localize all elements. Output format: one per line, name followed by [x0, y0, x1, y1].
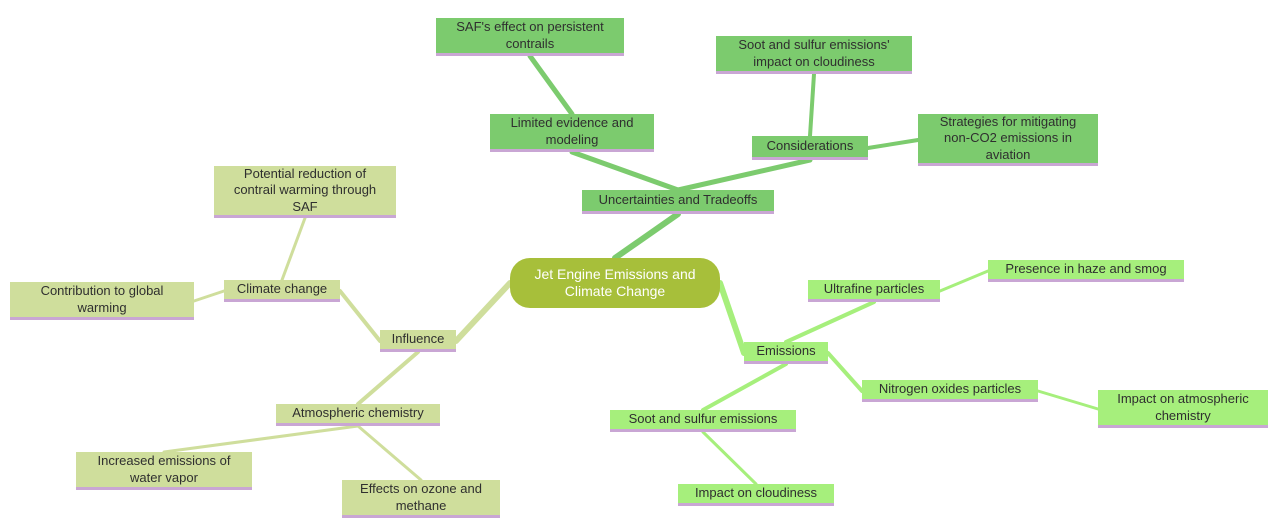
node-emissions[interactable]: Emissions	[744, 342, 828, 364]
node-uncertain[interactable]: Uncertainties and Tradeoffs	[582, 190, 774, 214]
edge-root-emissions	[720, 283, 744, 353]
edge-considerations-soot_cloudiness_unc	[810, 74, 814, 136]
node-haze[interactable]: Presence in haze and smog	[988, 260, 1184, 282]
node-strategies[interactable]: Strategies for mitigating non-CO2 emissi…	[918, 114, 1098, 166]
edge-limited-saf_effect	[530, 56, 572, 114]
edge-ultrafine-haze	[940, 271, 988, 291]
edge-emissions-ultrafine	[786, 302, 874, 342]
edge-atmos_chem-water_vapor	[164, 426, 358, 452]
node-soot_sulfur[interactable]: Soot and sulfur emissions	[610, 410, 796, 432]
node-impact_cloudiness[interactable]: Impact on cloudiness	[678, 484, 834, 506]
edge-uncertain-limited	[572, 152, 678, 190]
node-influence[interactable]: Influence	[380, 330, 456, 352]
node-climate_change[interactable]: Climate change	[224, 280, 340, 302]
edge-soot_sulfur-impact_cloudiness	[703, 432, 756, 484]
node-ultrafine[interactable]: Ultrafine particles	[808, 280, 940, 302]
edge-climate_change-global_warming	[194, 291, 224, 301]
node-global_warming[interactable]: Contribution to global warming	[10, 282, 194, 320]
edge-root-uncertain	[615, 214, 678, 258]
node-considerations[interactable]: Considerations	[752, 136, 868, 160]
node-root[interactable]: Jet Engine Emissions and Climate Change	[510, 258, 720, 308]
node-atmos_chem[interactable]: Atmospheric chemistry	[276, 404, 440, 426]
edge-influence-atmos_chem	[358, 352, 418, 404]
edge-nox-nox_impact	[1038, 391, 1098, 409]
edge-root-influence	[456, 283, 510, 341]
edge-uncertain-considerations	[678, 160, 810, 190]
node-nox[interactable]: Nitrogen oxides particles	[862, 380, 1038, 402]
node-limited[interactable]: Limited evidence and modeling	[490, 114, 654, 152]
node-saf_effect[interactable]: SAF's effect on persistent contrails	[436, 18, 624, 56]
edge-emissions-soot_sulfur	[703, 364, 786, 410]
node-water_vapor[interactable]: Increased emissions of water vapor	[76, 452, 252, 490]
edge-influence-climate_change	[340, 291, 380, 341]
node-saf_reduction[interactable]: Potential reduction of contrail warming …	[214, 166, 396, 218]
edge-emissions-nox	[828, 353, 862, 391]
edge-climate_change-saf_reduction	[282, 218, 305, 280]
node-ozone_methane[interactable]: Effects on ozone and methane	[342, 480, 500, 518]
node-nox_impact[interactable]: Impact on atmospheric chemistry	[1098, 390, 1268, 428]
edge-atmos_chem-ozone_methane	[358, 426, 421, 480]
node-soot_cloudiness_unc[interactable]: Soot and sulfur emissions' impact on clo…	[716, 36, 912, 74]
edge-considerations-strategies	[868, 140, 918, 148]
